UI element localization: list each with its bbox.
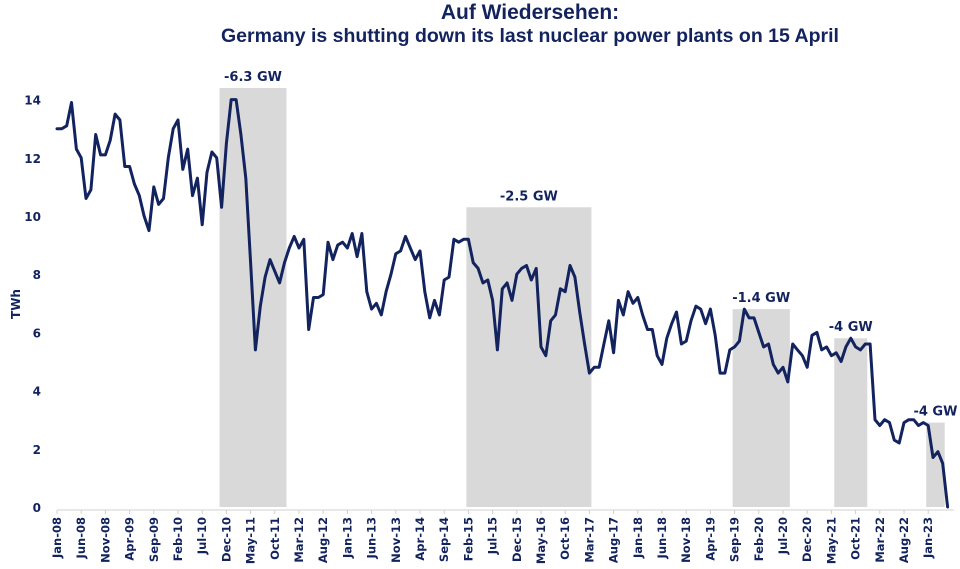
shaded-regions — [219, 87, 945, 508]
x-tick-label: May-16 — [534, 517, 548, 564]
y-axis: 0 2 4 6 8 10 12 14 — [24, 94, 41, 515]
y-tick-label: 2 — [33, 443, 41, 457]
x-tick-label: Feb-10 — [171, 517, 185, 561]
shaded-region — [834, 338, 868, 507]
shaded-region — [466, 207, 592, 507]
x-tick-label: Jan-23 — [921, 517, 935, 559]
x-tick-label: Jun-08 — [74, 517, 88, 559]
region-label: -4 GW — [829, 320, 873, 335]
x-tick-label: Mar-22 — [873, 517, 887, 563]
x-tick-label: Oct-21 — [849, 517, 863, 560]
chart-title: Auf Wiedersehen: — [440, 1, 620, 24]
x-tick-label: Aug-22 — [897, 517, 911, 563]
x-tick-label: Jan-13 — [340, 517, 354, 559]
x-tick-label: Aug-12 — [316, 517, 330, 563]
x-tick-label: Nov-18 — [679, 517, 693, 563]
y-tick-label: 8 — [33, 268, 41, 282]
x-tick-label: May-11 — [244, 517, 258, 564]
chart-subtitle: Germany is shutting down its last nuclea… — [221, 25, 839, 47]
y-tick-label: 4 — [33, 385, 41, 399]
series-line-0 — [55, 98, 950, 509]
series-line — [55, 98, 950, 509]
x-tick-label: Nov-13 — [389, 517, 403, 563]
x-tick-label: Nov-08 — [98, 517, 112, 563]
x-tick-label: Jul-15 — [486, 517, 500, 555]
x-tick-label: Feb-20 — [752, 517, 766, 561]
x-tick-label: Dec-20 — [800, 517, 814, 562]
y-tick-label: 14 — [24, 94, 41, 108]
x-axis: Jan-08 Jun-08 Nov-08 Apr-09 Sep-09 Feb-10 Jul-… — [50, 509, 954, 564]
x-tick-label: Apr-19 — [703, 517, 717, 561]
x-tick-label: Mar-17 — [582, 517, 596, 563]
x-tick-label: Sep-09 — [147, 517, 161, 562]
x-tick-label: May-21 — [824, 517, 838, 564]
x-tick-label: Jul-10 — [195, 517, 209, 555]
x-tick-label: Feb-15 — [461, 517, 475, 561]
x-tick-label: Jul-20 — [776, 517, 790, 555]
y-axis-label: TWh — [9, 289, 23, 319]
x-tick-label: Mar-12 — [292, 517, 306, 563]
x-tick-label: Jun-18 — [655, 517, 669, 559]
x-tick-label: Dec-10 — [219, 517, 233, 562]
region-label: -2.5 GW — [500, 189, 558, 204]
x-tick-label: Oct-16 — [558, 517, 572, 560]
x-tick-label: Sep-19 — [728, 517, 742, 562]
x-tick-label: Jun-13 — [365, 517, 379, 559]
region-label: -4 GW — [913, 405, 957, 420]
region-label: -1.4 GW — [732, 291, 790, 306]
y-tick-label: 0 — [33, 501, 41, 515]
region-label: -6.3 GW — [224, 70, 282, 85]
x-tick-label: Oct-11 — [268, 517, 282, 560]
x-tick-label: Aug-17 — [607, 517, 621, 563]
x-tick-label: Dec-15 — [510, 517, 524, 562]
x-tick-label: Apr-14 — [413, 517, 427, 561]
x-tick-label: Jan-18 — [631, 517, 645, 559]
x-tick-label: Sep-14 — [437, 517, 451, 562]
y-tick-label: 12 — [24, 152, 41, 166]
x-tick-label: Apr-09 — [123, 517, 137, 561]
region-labels: -6.3 GW -2.5 GW -1.4 GW -4 GW -4 GW — [224, 70, 957, 420]
x-tick-label: Jan-08 — [50, 517, 64, 559]
y-tick-label: 10 — [24, 210, 41, 224]
y-tick-label: 6 — [33, 326, 41, 340]
